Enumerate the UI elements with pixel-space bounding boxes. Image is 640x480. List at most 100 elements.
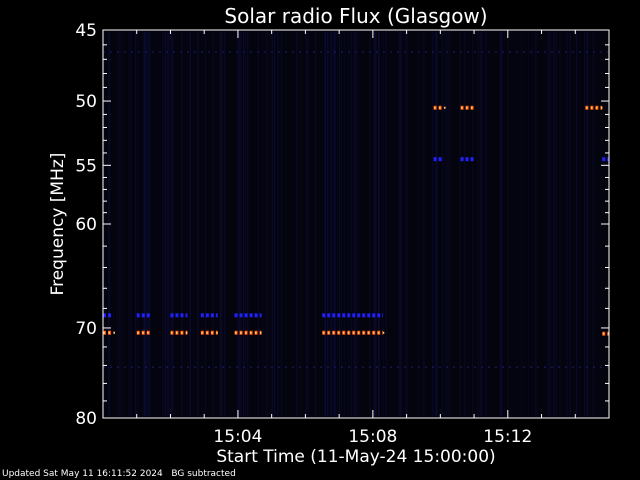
feature-blip	[175, 313, 179, 318]
feature-blip-core	[332, 331, 335, 334]
feature-blip-core	[240, 331, 242, 334]
feature-blip-core	[255, 331, 257, 334]
feature-blip-core	[439, 106, 441, 109]
feature-blip-core	[327, 331, 330, 334]
feature-blip	[322, 313, 326, 318]
feature-blip	[254, 313, 258, 318]
feature-blip	[141, 313, 145, 318]
feature-blip	[433, 157, 437, 162]
feature-blip-core	[216, 331, 218, 334]
feature-blip-core	[444, 106, 446, 109]
feature-blip-core	[585, 106, 588, 109]
y-tick-label: 80	[75, 409, 97, 429]
feature-blip-core	[211, 331, 213, 334]
feature-blip-core	[201, 331, 203, 334]
updated-timestamp: Updated Sat May 11 16:11:52 2024	[2, 469, 163, 479]
feature-blip-core	[142, 331, 144, 334]
feature-blip	[180, 313, 184, 318]
feature-blip-core	[461, 106, 463, 109]
x-tick-label: 15:04	[213, 427, 262, 447]
x-tick-label: 15:08	[348, 427, 397, 447]
feature-blip	[108, 313, 111, 318]
feature-blip-core	[590, 106, 593, 109]
plot-background	[103, 30, 609, 418]
feature-blip-core	[434, 106, 436, 109]
feature-blip-core	[602, 332, 605, 335]
feature-blip-core	[170, 331, 173, 334]
feature-blip-core	[108, 331, 110, 334]
feature-blip-core	[250, 331, 252, 334]
feature-blip-core	[185, 331, 188, 334]
feature-blip	[205, 313, 209, 318]
feature-blip	[234, 313, 238, 318]
y-tick-label: 70	[75, 319, 97, 339]
feature-blip-core	[352, 331, 355, 334]
y-tick-label: 50	[75, 92, 97, 112]
x-tick-label: 15:12	[483, 427, 532, 447]
feature-blip	[357, 313, 361, 318]
feature-blip	[470, 157, 474, 162]
feature-blip	[103, 313, 106, 318]
feature-blip-core	[137, 331, 139, 334]
feature-blip	[352, 313, 356, 318]
feature-blip-core	[206, 331, 208, 334]
feature-blip	[327, 313, 331, 318]
feature-blip	[382, 313, 383, 318]
feature-blip-core	[367, 331, 370, 334]
feature-blip-core	[322, 331, 325, 334]
feature-blip	[259, 313, 262, 318]
feature-blip	[607, 157, 609, 162]
feature-blip	[136, 313, 140, 318]
feature-blip-core	[466, 106, 468, 109]
feature-blip-core	[600, 106, 603, 109]
feature-blip-core	[377, 331, 380, 334]
feature-blip	[465, 157, 469, 162]
feature-blip	[602, 157, 606, 162]
feature-blip	[332, 313, 336, 318]
feature-blip-core	[471, 106, 473, 109]
feature-blip	[239, 313, 243, 318]
feature-blip-core	[362, 331, 365, 334]
footer: Updated Sat May 11 16:11:52 2024 BG subt…	[2, 469, 236, 479]
y-tick-label: 45	[75, 21, 97, 41]
feature-blip-core	[372, 331, 375, 334]
feature-blip-core	[175, 331, 178, 334]
feature-blip	[215, 313, 218, 318]
feature-blip-core	[357, 331, 360, 334]
feature-blip-core	[342, 331, 345, 334]
feature-blip	[438, 157, 442, 162]
feature-blip-core	[260, 331, 262, 334]
spectrogram-features	[103, 51, 610, 368]
plot-area	[103, 30, 609, 418]
feature-blip	[372, 313, 376, 318]
y-axis-label: Frequency [MHz]	[48, 153, 68, 296]
feature-blip	[146, 313, 150, 318]
feature-blip	[362, 313, 366, 318]
feature-blip	[244, 313, 248, 318]
feature-blip-core	[595, 106, 598, 109]
feature-blip	[170, 313, 174, 318]
feature-blip-core	[337, 331, 340, 334]
feature-blip-core	[147, 331, 149, 334]
feature-blip-core	[103, 331, 105, 334]
y-axis: 45 50 55 60 70 80	[75, 21, 609, 429]
y-tick-label: 60	[75, 215, 97, 235]
feature-blip	[342, 313, 346, 318]
y-tick-label: 55	[75, 156, 97, 176]
feature-blip	[347, 313, 351, 318]
feature-blip	[377, 313, 381, 318]
feature-blip	[367, 313, 371, 318]
feature-blip	[249, 313, 253, 318]
feature-blip	[210, 313, 214, 318]
feature-blip-core	[245, 331, 247, 334]
feature-blip-core	[382, 331, 385, 334]
x-axis-label: Start Time (11-May-24 15:00:00)	[216, 447, 495, 467]
feature-blip	[382, 330, 383, 335]
feature-blip	[337, 313, 341, 318]
feature-blip-core	[180, 331, 183, 334]
feature-blip-core	[235, 331, 237, 334]
feature-blip	[200, 313, 204, 318]
feature-blip-core	[347, 331, 350, 334]
feature-blip	[460, 157, 464, 162]
